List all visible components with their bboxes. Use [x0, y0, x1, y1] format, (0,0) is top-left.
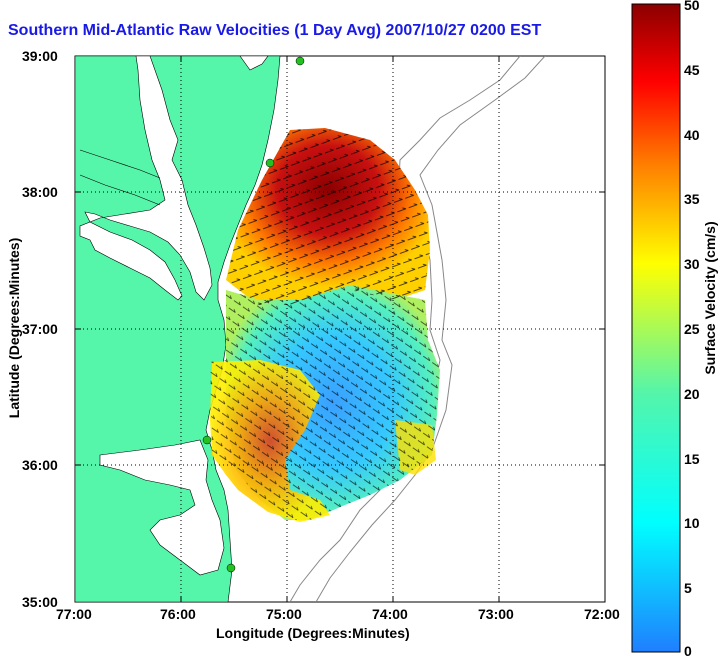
isobath — [315, 56, 546, 602]
x-axis-label: Longitude (Degrees:Minutes) — [216, 625, 410, 641]
colorbar-tick-label: 5 — [684, 580, 692, 596]
river — [79, 174, 161, 206]
velocity-vectors — [226, 128, 430, 305]
colorbar-tick-label: 35 — [684, 191, 700, 207]
radar-station-marker — [295, 56, 305, 66]
x-tick-label: 74:00 — [372, 606, 408, 622]
colorbar-label: Surface Velocity (cm/s) — [702, 221, 718, 375]
colorbar-tick-label: 10 — [684, 515, 700, 531]
radar-station-marker — [265, 158, 275, 168]
x-tick-label: 77:00 — [56, 606, 92, 622]
y-tick-label: 36:00 — [22, 457, 58, 473]
tick-marks — [75, 56, 605, 602]
x-tick-label: 73:00 — [478, 606, 514, 622]
map-title: Southern Mid-Atlantic Raw Velocities (1 … — [8, 22, 542, 39]
colorbar-gradient — [631, 3, 681, 653]
pamlico-sound — [99, 439, 225, 576]
x-tick-label: 76:00 — [160, 606, 196, 622]
colorbar-tick-label: 30 — [684, 256, 700, 272]
isobath — [289, 56, 521, 602]
velocity-vectors — [210, 285, 440, 520]
y-tick-label: 35:00 — [22, 594, 58, 610]
colorbar-tick-label: 25 — [684, 321, 700, 337]
colorbar-tick-label: 50 — [684, 0, 700, 13]
grid — [75, 56, 605, 602]
colorbar-tick-label: 45 — [684, 62, 700, 78]
y-axis-label: Latitude (Degrees:Minutes) — [6, 237, 22, 419]
delaware-bay — [239, 56, 269, 71]
x-tick-label: 72:00 — [584, 606, 620, 622]
y-tick-label: 39:00 — [22, 48, 58, 64]
colorbar-tick-label: 20 — [684, 386, 700, 402]
radar-station-marker — [202, 435, 212, 445]
river — [79, 149, 161, 179]
x-tick-label: 75:00 — [266, 606, 302, 622]
chesapeake-bay — [79, 56, 213, 301]
y-tick-label: 38:00 — [22, 184, 58, 200]
colorbar-tick-label: 40 — [684, 127, 700, 143]
y-tick-label: 37:00 — [22, 321, 58, 337]
radar-station-marker — [226, 563, 236, 573]
colorbar-tick-label: 0 — [684, 643, 692, 659]
colorbar-tick-label: 15 — [684, 451, 700, 467]
